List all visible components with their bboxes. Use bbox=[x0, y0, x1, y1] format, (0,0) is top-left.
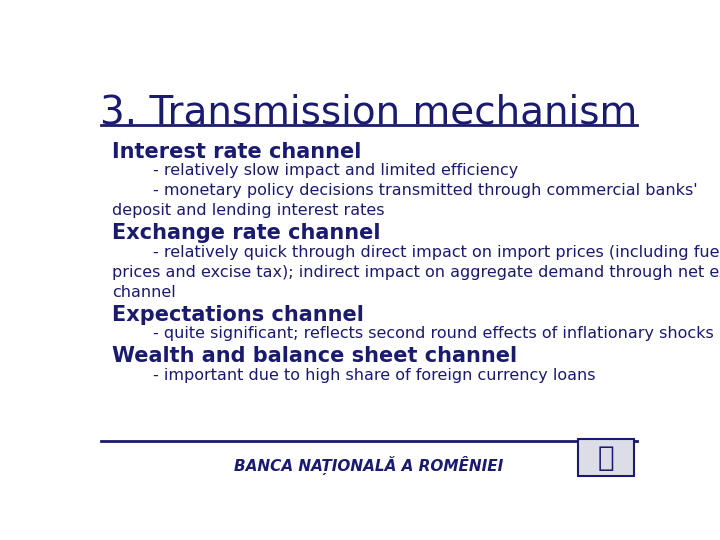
Text: - important due to high share of foreign currency loans: - important due to high share of foreign… bbox=[112, 368, 596, 383]
Text: Expectations channel: Expectations channel bbox=[112, 305, 364, 325]
Text: channel: channel bbox=[112, 285, 176, 300]
Text: Interest rate channel: Interest rate channel bbox=[112, 141, 361, 161]
Text: - quite significant; reflects second round effects of inflationary shocks: - quite significant; reflects second rou… bbox=[112, 326, 714, 341]
Text: Wealth and balance sheet channel: Wealth and balance sheet channel bbox=[112, 346, 518, 366]
Text: prices and excise tax); indirect impact on aggregate demand through net export: prices and excise tax); indirect impact … bbox=[112, 265, 720, 280]
Text: - monetary policy decisions transmitted through commercial banks': - monetary policy decisions transmitted … bbox=[112, 183, 698, 198]
Text: - relatively slow impact and limited efficiency: - relatively slow impact and limited eff… bbox=[112, 163, 518, 178]
Text: BANCA NAȚIONALĂ A ROMÊNIEI: BANCA NAȚIONALĂ A ROMÊNIEI bbox=[235, 456, 503, 475]
Text: Exchange rate channel: Exchange rate channel bbox=[112, 223, 381, 243]
Text: 3. Transmission mechanism: 3. Transmission mechanism bbox=[100, 94, 638, 132]
Text: Ⓑ: Ⓑ bbox=[598, 444, 614, 472]
FancyBboxPatch shape bbox=[578, 439, 634, 476]
Text: deposit and lending interest rates: deposit and lending interest rates bbox=[112, 203, 384, 218]
Text: - relatively quick through direct impact on import prices (including fuel: - relatively quick through direct impact… bbox=[112, 245, 720, 260]
